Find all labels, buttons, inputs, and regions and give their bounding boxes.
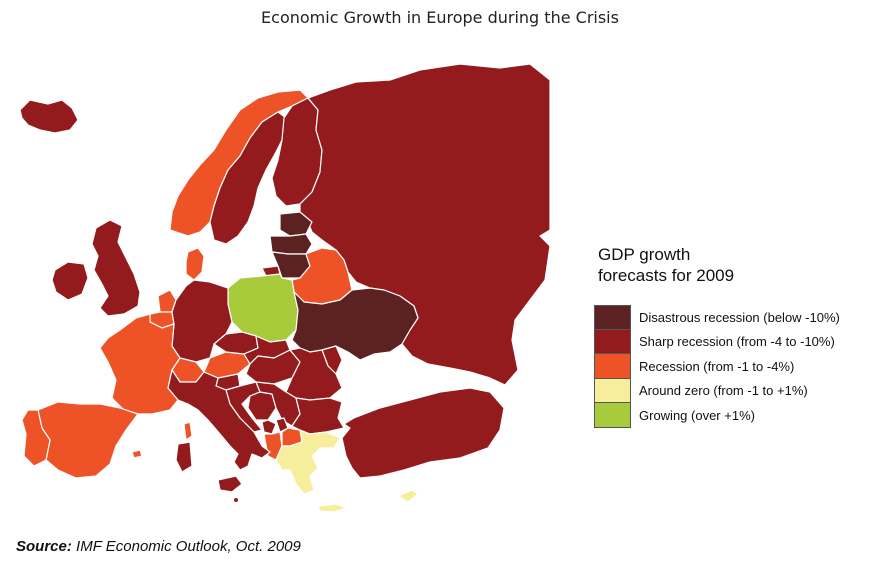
region-spain: [37, 401, 139, 479]
legend-swatch: [594, 354, 631, 379]
region-sicily: [217, 475, 243, 493]
region-balearics: [131, 449, 143, 459]
legend-title-line-1: GDP growth: [598, 245, 691, 264]
region-ukraine: [291, 287, 419, 361]
legend: Disastrous recession (below -10%) Sharp …: [594, 305, 840, 428]
legend-item: Around zero (from -1 to +1%): [594, 378, 840, 403]
region-latvia: [269, 233, 313, 255]
legend-item: Disastrous recession (below -10%): [594, 305, 840, 330]
region-iceland: [19, 99, 79, 134]
region-portugal: [21, 409, 51, 467]
region-sardinia: [175, 441, 193, 473]
legend-label: Sharp recession (from -4 to -10%): [639, 334, 835, 350]
legend-swatch: [594, 305, 631, 330]
region-greece: [275, 429, 341, 495]
legend-label: Disastrous recession (below -10%): [639, 309, 840, 325]
source-label: Source:: [16, 538, 72, 555]
region-bulgaria: [291, 397, 345, 435]
region-poland: [227, 273, 299, 343]
region-denmark: [185, 247, 205, 281]
region-france: [99, 313, 181, 415]
region-italy: [167, 369, 271, 471]
region-crete: [317, 503, 347, 513]
region-romania: [285, 347, 343, 401]
region-cyprus: [397, 489, 419, 503]
region-ireland: [51, 261, 89, 301]
region-bosnia: [247, 391, 277, 421]
source-text: IMF Economic Outlook, Oct. 2009: [71, 538, 301, 555]
source-note: Source: IMF Economic Outlook, Oct. 2009: [16, 538, 301, 555]
map-title: Economic Growth in Europe during the Cri…: [261, 8, 619, 27]
legend-item: Sharp recession (from -4 to -10%): [594, 329, 840, 354]
region-corsica: [183, 421, 193, 441]
legend-label: Recession (from -1 to -4%): [639, 358, 795, 374]
region-montenegro: [261, 419, 277, 435]
region-uk: [91, 219, 141, 317]
legend-label: Around zero (from -1 to +1%): [639, 383, 808, 399]
region-turkey: [341, 387, 505, 479]
legend-title: GDP growth forecasts for 2009: [598, 244, 828, 286]
region-malta: [234, 498, 238, 502]
legend-label: Growing (over +1%): [639, 407, 755, 423]
legend-swatch: [594, 378, 631, 403]
legend-swatch: [594, 329, 631, 354]
legend-title-line-2: forecasts for 2009: [598, 266, 735, 285]
legend-item: Growing (over +1%): [594, 403, 840, 428]
europe-map: [0, 60, 560, 520]
legend-swatch: [594, 403, 631, 428]
legend-item: Recession (from -1 to -4%): [594, 354, 840, 379]
